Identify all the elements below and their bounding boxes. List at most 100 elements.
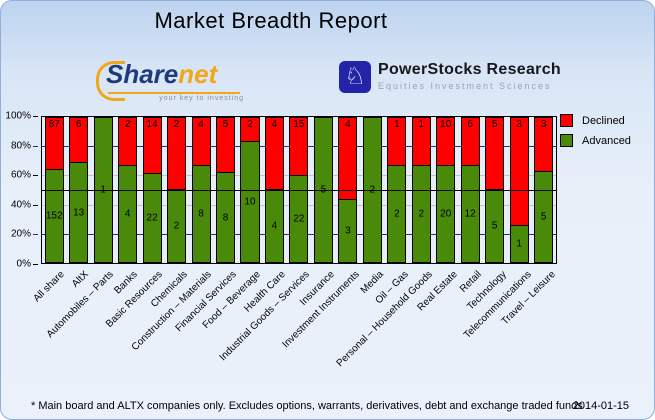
legend-label-declined: Declined <box>582 114 625 127</box>
x-axis-label: All share <box>31 269 67 305</box>
advanced-count-label: 5 <box>540 211 547 223</box>
declined-segment: 1 <box>388 118 406 166</box>
x-axis-label: Media <box>358 269 386 297</box>
declined-segment: 15 <box>290 118 308 177</box>
declined-count-label: 4 <box>345 119 351 130</box>
declined-count-label: 2 <box>173 119 180 130</box>
x-axis-label: Oil – Gas <box>373 269 411 307</box>
x-axis-label: Industrial Goods – Services <box>217 269 313 364</box>
declined-segment: 3 <box>535 118 553 172</box>
declined-count-label: 5 <box>491 119 498 130</box>
y-tick-label: 60% <box>10 169 31 181</box>
declined-count-label: 4 <box>198 119 204 130</box>
advanced-segment: 1 <box>510 226 528 262</box>
advanced-segment: 8 <box>216 173 235 262</box>
advanced-count-label: 8 <box>222 212 229 224</box>
advanced-count-label: 1 <box>516 238 522 250</box>
advanced-count-label: 3 <box>345 225 351 237</box>
x-axis-label: Technology <box>465 269 509 313</box>
legend-label-advanced: Advanced <box>582 134 631 147</box>
x-axis-label: Personal – Household Goods <box>334 269 436 370</box>
sharenet-tagline: your key to investing <box>159 95 244 102</box>
advanced-count-label: 152 <box>45 210 63 222</box>
powerstocks-text: PowerStocks Research Equities Investment… <box>378 61 561 91</box>
footnote: * Main board and ALTX companies only. Ex… <box>31 400 583 412</box>
x-axis-label: Retail <box>458 269 485 295</box>
declined-segment: 5 <box>216 118 235 174</box>
advanced-count-label: 8 <box>198 208 204 220</box>
advanced-count-label: 5 <box>491 220 498 232</box>
sharenet-logo-share: Share <box>106 59 179 89</box>
declined-segment: 4 <box>265 118 283 190</box>
declined-segment: 1 <box>412 118 430 166</box>
declined-count-label: 2 <box>247 119 253 130</box>
y-tick-label: 20% <box>10 228 31 240</box>
y-tick-label: 80% <box>10 140 31 152</box>
x-axis-label: Investment Instruments <box>280 269 362 351</box>
advanced-count-label: 22 <box>293 213 305 225</box>
advanced-segment: 10 <box>241 142 259 262</box>
advanced-swatch <box>560 134 573 147</box>
x-axis-label: Telecommunications <box>461 269 534 341</box>
sharenet-logo: Sharenet your key to investing <box>96 59 256 103</box>
page-title: Market Breadth Report <box>154 8 388 33</box>
x-axis-label: Construction – Materials <box>129 269 214 354</box>
declined-segment: 6 <box>70 118 88 164</box>
declined-count-label: 10 <box>440 119 452 130</box>
plot-area: 8715261312414222248582104415225432121210… <box>41 116 557 264</box>
x-axis-label: Basic Resources <box>103 269 165 330</box>
sharenet-logo-net: net <box>178 59 218 89</box>
report-date: 2014-01-15 <box>572 400 629 412</box>
x-axis-label: Travel – Leisure <box>499 269 558 328</box>
y-tick-mark <box>33 204 38 206</box>
declined-segment: 4 <box>339 118 357 201</box>
y-tick-mark <box>33 234 38 236</box>
x-axis-label: Automobiles – Parts <box>44 269 116 341</box>
y-tick-mark <box>33 116 38 117</box>
bar-slot: 6 13 <box>66 117 90 263</box>
declined-swatch <box>560 114 573 127</box>
advanced-segment: 12 <box>461 166 479 262</box>
advanced-segment: 152 <box>45 170 63 262</box>
advanced-segment: 22 <box>290 176 308 262</box>
y-tick-mark <box>33 175 38 177</box>
declined-segment: 2 <box>119 118 137 166</box>
declined-segment: 4 <box>192 118 210 166</box>
declined-count-label: 15 <box>293 119 305 130</box>
sharenet-underline <box>108 92 240 94</box>
legend-item-advanced: Advanced <box>560 134 631 147</box>
x-axis-label: Food – Beverage <box>201 269 264 332</box>
y-tick-mark <box>33 264 38 265</box>
declined-segment: 5 <box>486 118 504 190</box>
knight-chess-icon: ♘ <box>339 61 371 93</box>
gridline-50 <box>42 190 556 191</box>
x-axis-label: Banks <box>112 269 141 297</box>
advanced-count-label: 4 <box>271 220 278 232</box>
declined-segment: 2 <box>241 118 259 142</box>
declined-segment: 6 <box>461 118 479 166</box>
advanced-count-label: 12 <box>464 208 476 220</box>
x-axis-label: AltX <box>70 269 92 290</box>
advanced-count-label: 4 <box>124 208 131 220</box>
y-tick-label: 40% <box>10 199 31 211</box>
declined-count-label: 5 <box>222 119 229 130</box>
bar-altx: 6 13 <box>69 117 89 263</box>
advanced-segment: 4 <box>119 166 137 262</box>
sharenet-swoosh-icon <box>96 61 125 101</box>
y-tick-label: 100% <box>5 110 31 122</box>
powerstocks-logo: ♘ PowerStocks Research Equities Investme… <box>339 61 561 99</box>
x-axis: All share AltX Automobiles – Parts Banks Bas… <box>31 269 558 389</box>
advanced-segment: 22 <box>143 174 161 262</box>
advanced-count-label: 2 <box>418 208 425 220</box>
declined-segment: 10 <box>437 118 455 166</box>
declined-count-label: 14 <box>146 119 158 130</box>
advanced-count-label: 2 <box>394 208 400 220</box>
advanced-segment: 4 <box>265 190 283 262</box>
declined-count-label: 87 <box>48 119 60 130</box>
legend-item-declined: Declined <box>560 114 631 127</box>
declined-count-label: 4 <box>271 119 278 130</box>
sharenet-logo-text: Sharenet <box>106 59 217 90</box>
advanced-count-label: 2 <box>173 220 180 232</box>
